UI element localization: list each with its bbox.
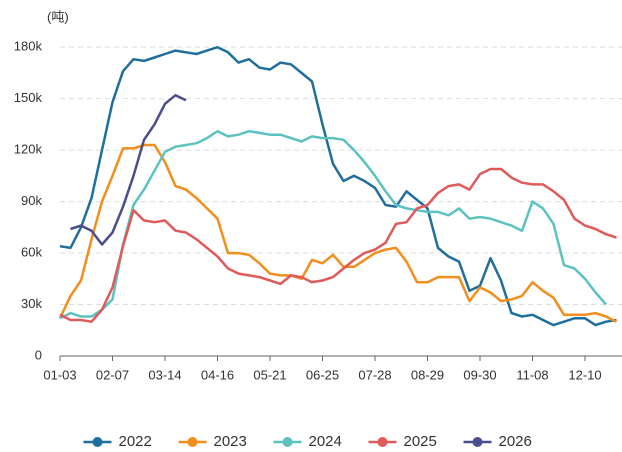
legend-marker <box>377 437 388 447</box>
y-tick-label: 120k <box>14 142 43 157</box>
x-tick-label: 08-29 <box>411 367 444 382</box>
x-tick-label: 06-25 <box>306 367 339 382</box>
x-tick-label: 01-03 <box>43 367 76 382</box>
series-line <box>58 143 618 323</box>
x-tick-label: 02-07 <box>96 367 129 382</box>
legend-label: 2022 <box>119 433 152 450</box>
legend-label: 2025 <box>404 433 437 450</box>
y-tick-label: 0 <box>35 347 42 362</box>
x-tick-label: 05-21 <box>253 367 286 382</box>
y-unit-label: (吨) <box>47 9 69 24</box>
x-tick-label: 07-28 <box>358 367 391 382</box>
x-tick-label: 12-10 <box>568 367 601 382</box>
legend-label: 2023 <box>214 433 247 450</box>
legend-marker <box>472 437 483 447</box>
series-line <box>59 129 607 320</box>
legend-label: 2026 <box>499 433 532 450</box>
legend-marker <box>92 437 103 447</box>
series-line <box>70 93 187 246</box>
y-tick-label: 150k <box>14 90 43 105</box>
series-line <box>59 167 617 323</box>
legend-marker <box>187 437 198 447</box>
series-line <box>59 45 617 327</box>
y-tick-label: 180k <box>14 39 43 54</box>
y-tick-label: 90k <box>21 193 42 208</box>
legend-marker <box>282 437 293 447</box>
y-tick-label: 30k <box>21 296 42 311</box>
x-tick-label: 09-30 <box>463 367 496 382</box>
x-tick-label: 03-14 <box>148 367 181 382</box>
x-tick-label: 04-16 <box>201 367 234 382</box>
legend-label: 2024 <box>309 433 342 450</box>
x-tick-label: 11-08 <box>516 367 548 382</box>
y-tick-label: 60k <box>21 244 42 259</box>
